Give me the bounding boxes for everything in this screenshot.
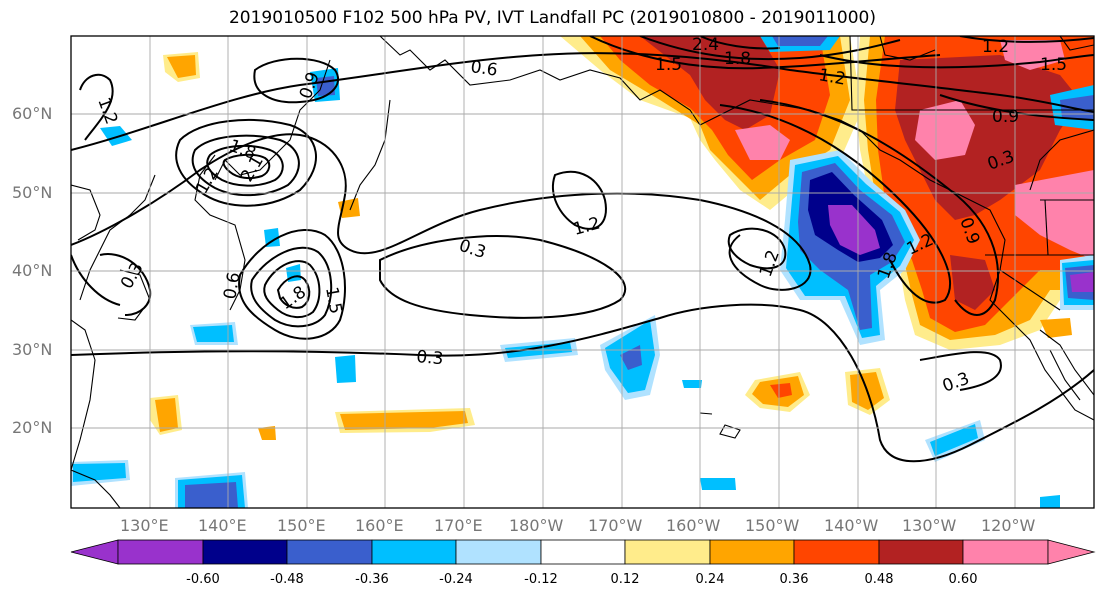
lat-label: 30°N: [12, 340, 53, 359]
gridlines: [71, 36, 1094, 508]
colorbar-tick-label: 0.24: [695, 572, 725, 587]
colorbar-box: [455, 539, 542, 565]
colorbar-box: [878, 539, 964, 565]
map-title: 2019010500 F102 500 hPa PV, IVT Landfall…: [228, 8, 876, 28]
colorbar-tick-label: 0.12: [610, 572, 640, 587]
contour-label: 1.5: [1040, 55, 1067, 75]
contour-label: 1.5: [321, 285, 345, 315]
lat-label: 20°N: [12, 418, 53, 437]
colorbar-box: [371, 539, 457, 565]
colorbar-tick-label: 0.48: [864, 572, 894, 587]
contour-label: 0.3: [456, 236, 488, 263]
colorbar-box: [624, 539, 711, 565]
colorbar-box: [117, 539, 204, 565]
contour-label: 1.8: [724, 49, 751, 69]
lon-label: 130°E: [120, 516, 169, 535]
colorbar: [70, 539, 1096, 565]
contour-label: 2.4: [692, 35, 719, 55]
colorbar-box: [540, 539, 626, 565]
contour-label: 0.3: [416, 347, 445, 369]
contour-label: 0.9: [992, 107, 1019, 127]
lon-label: 150°E: [277, 516, 326, 535]
lon-label: 120°W: [981, 516, 1036, 535]
contour-label: 1.8: [276, 282, 310, 314]
colorbar-extend-low: [70, 539, 119, 565]
lon-label: 180°W: [509, 516, 564, 535]
contour-label: 1.5: [655, 55, 682, 75]
lon-label: 170°W: [588, 516, 643, 535]
contour-label: 1.2: [756, 247, 784, 279]
contour-label: 1.2: [982, 37, 1009, 57]
lat-label: 50°N: [12, 183, 53, 202]
lon-label: 150°W: [745, 516, 800, 535]
pv-contours: [71, 36, 1094, 463]
contour-label: 0.6: [469, 57, 499, 81]
lat-label: 40°N: [12, 261, 53, 280]
contour-label: 1.2: [817, 65, 847, 89]
lon-label: 170°E: [434, 516, 483, 535]
lat-label: 60°N: [12, 104, 53, 123]
contour-label: 0.6: [220, 271, 244, 301]
lon-label: 160°E: [355, 516, 404, 535]
contour-label: 0.3: [940, 369, 972, 397]
colorbar-box: [202, 539, 288, 565]
map-frame: [70, 35, 1095, 509]
colorbar-box: [793, 539, 880, 565]
lon-label: 130°W: [902, 516, 957, 535]
colorbar-tick-label: -0.60: [186, 572, 220, 587]
colorbar-box: [709, 539, 795, 565]
contour-label: 1.2: [571, 214, 602, 240]
colorbar-tick-label: -0.48: [270, 572, 304, 587]
colorbar-box: [962, 539, 1049, 565]
colorbar-tick-label: -0.24: [439, 572, 473, 587]
colorbar-extend-high: [1047, 539, 1096, 565]
colorbar-tick-label: -0.36: [355, 572, 389, 587]
lon-label: 160°W: [666, 516, 721, 535]
colorbar-tick-label: 0.36: [779, 572, 809, 587]
contour-label: 0.3: [117, 259, 148, 292]
colorbar-tick-label: 0.60: [948, 572, 978, 587]
colorbar-box: [286, 539, 373, 565]
colorbar-tick-label: -0.12: [524, 572, 558, 587]
lon-label: 140°W: [824, 516, 879, 535]
lon-label: 140°E: [198, 516, 247, 535]
